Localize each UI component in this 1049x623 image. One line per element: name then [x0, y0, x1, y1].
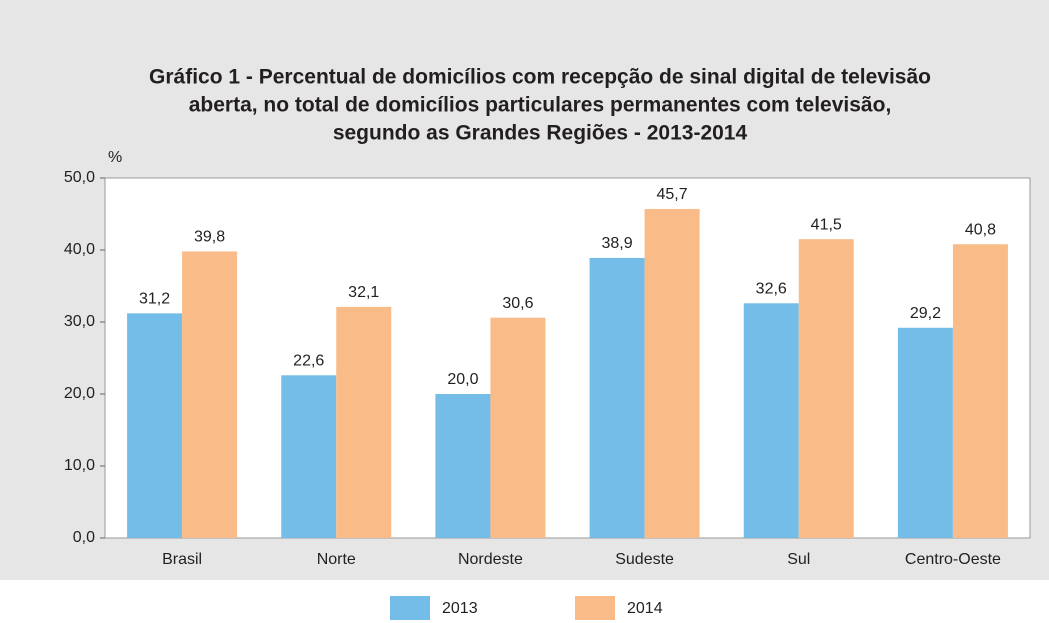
y-tick-label: 0,0 — [73, 529, 95, 546]
chart-title: aberta, no total de domicílios particula… — [189, 94, 892, 117]
value-label: 22,6 — [293, 352, 324, 369]
y-axis-label: % — [108, 149, 122, 166]
y-tick-label: 30,0 — [64, 313, 95, 330]
x-tick-label: Brasil — [162, 551, 202, 568]
x-tick-label: Norte — [317, 551, 356, 568]
value-label: 32,6 — [756, 280, 787, 297]
x-tick-label: Sudeste — [615, 551, 674, 568]
value-label: 45,7 — [657, 186, 688, 203]
legend-swatch — [575, 596, 615, 620]
legend-swatch — [390, 596, 430, 620]
x-tick-label: Centro-Oeste — [905, 551, 1001, 568]
legend-label: 2014 — [627, 600, 663, 617]
bar — [182, 251, 238, 538]
value-label: 41,5 — [811, 216, 842, 233]
bar — [952, 244, 1008, 539]
legend-label: 2013 — [442, 600, 478, 617]
y-tick-label: 20,0 — [64, 385, 95, 402]
value-label: 32,1 — [348, 284, 379, 301]
value-label: 30,6 — [502, 295, 533, 312]
value-label: 38,9 — [602, 235, 633, 252]
x-tick-label: Nordeste — [458, 551, 523, 568]
bar — [897, 327, 953, 538]
y-tick-label: 10,0 — [64, 457, 95, 474]
plot-area — [104, 177, 1031, 539]
value-label: 40,8 — [965, 221, 996, 238]
bar — [798, 239, 854, 538]
chart-title: Gráfico 1 - Percentual de domicílios com… — [149, 66, 931, 89]
bar — [490, 317, 546, 538]
bar — [743, 303, 799, 538]
value-label: 39,8 — [194, 229, 225, 246]
bar — [589, 257, 645, 538]
y-tick-label: 40,0 — [64, 241, 95, 258]
bar — [435, 394, 491, 538]
x-tick-label: Sul — [787, 551, 810, 568]
value-label: 31,2 — [139, 291, 170, 308]
bar — [644, 208, 700, 538]
y-tick-label: 50,0 — [64, 169, 95, 186]
bar — [281, 375, 337, 538]
value-label: 20,0 — [447, 371, 478, 388]
bar — [336, 306, 392, 538]
chart-title: segundo as Grandes Regiões - 2013-2014 — [333, 122, 748, 145]
bar — [127, 313, 183, 538]
value-label: 29,2 — [910, 305, 941, 322]
